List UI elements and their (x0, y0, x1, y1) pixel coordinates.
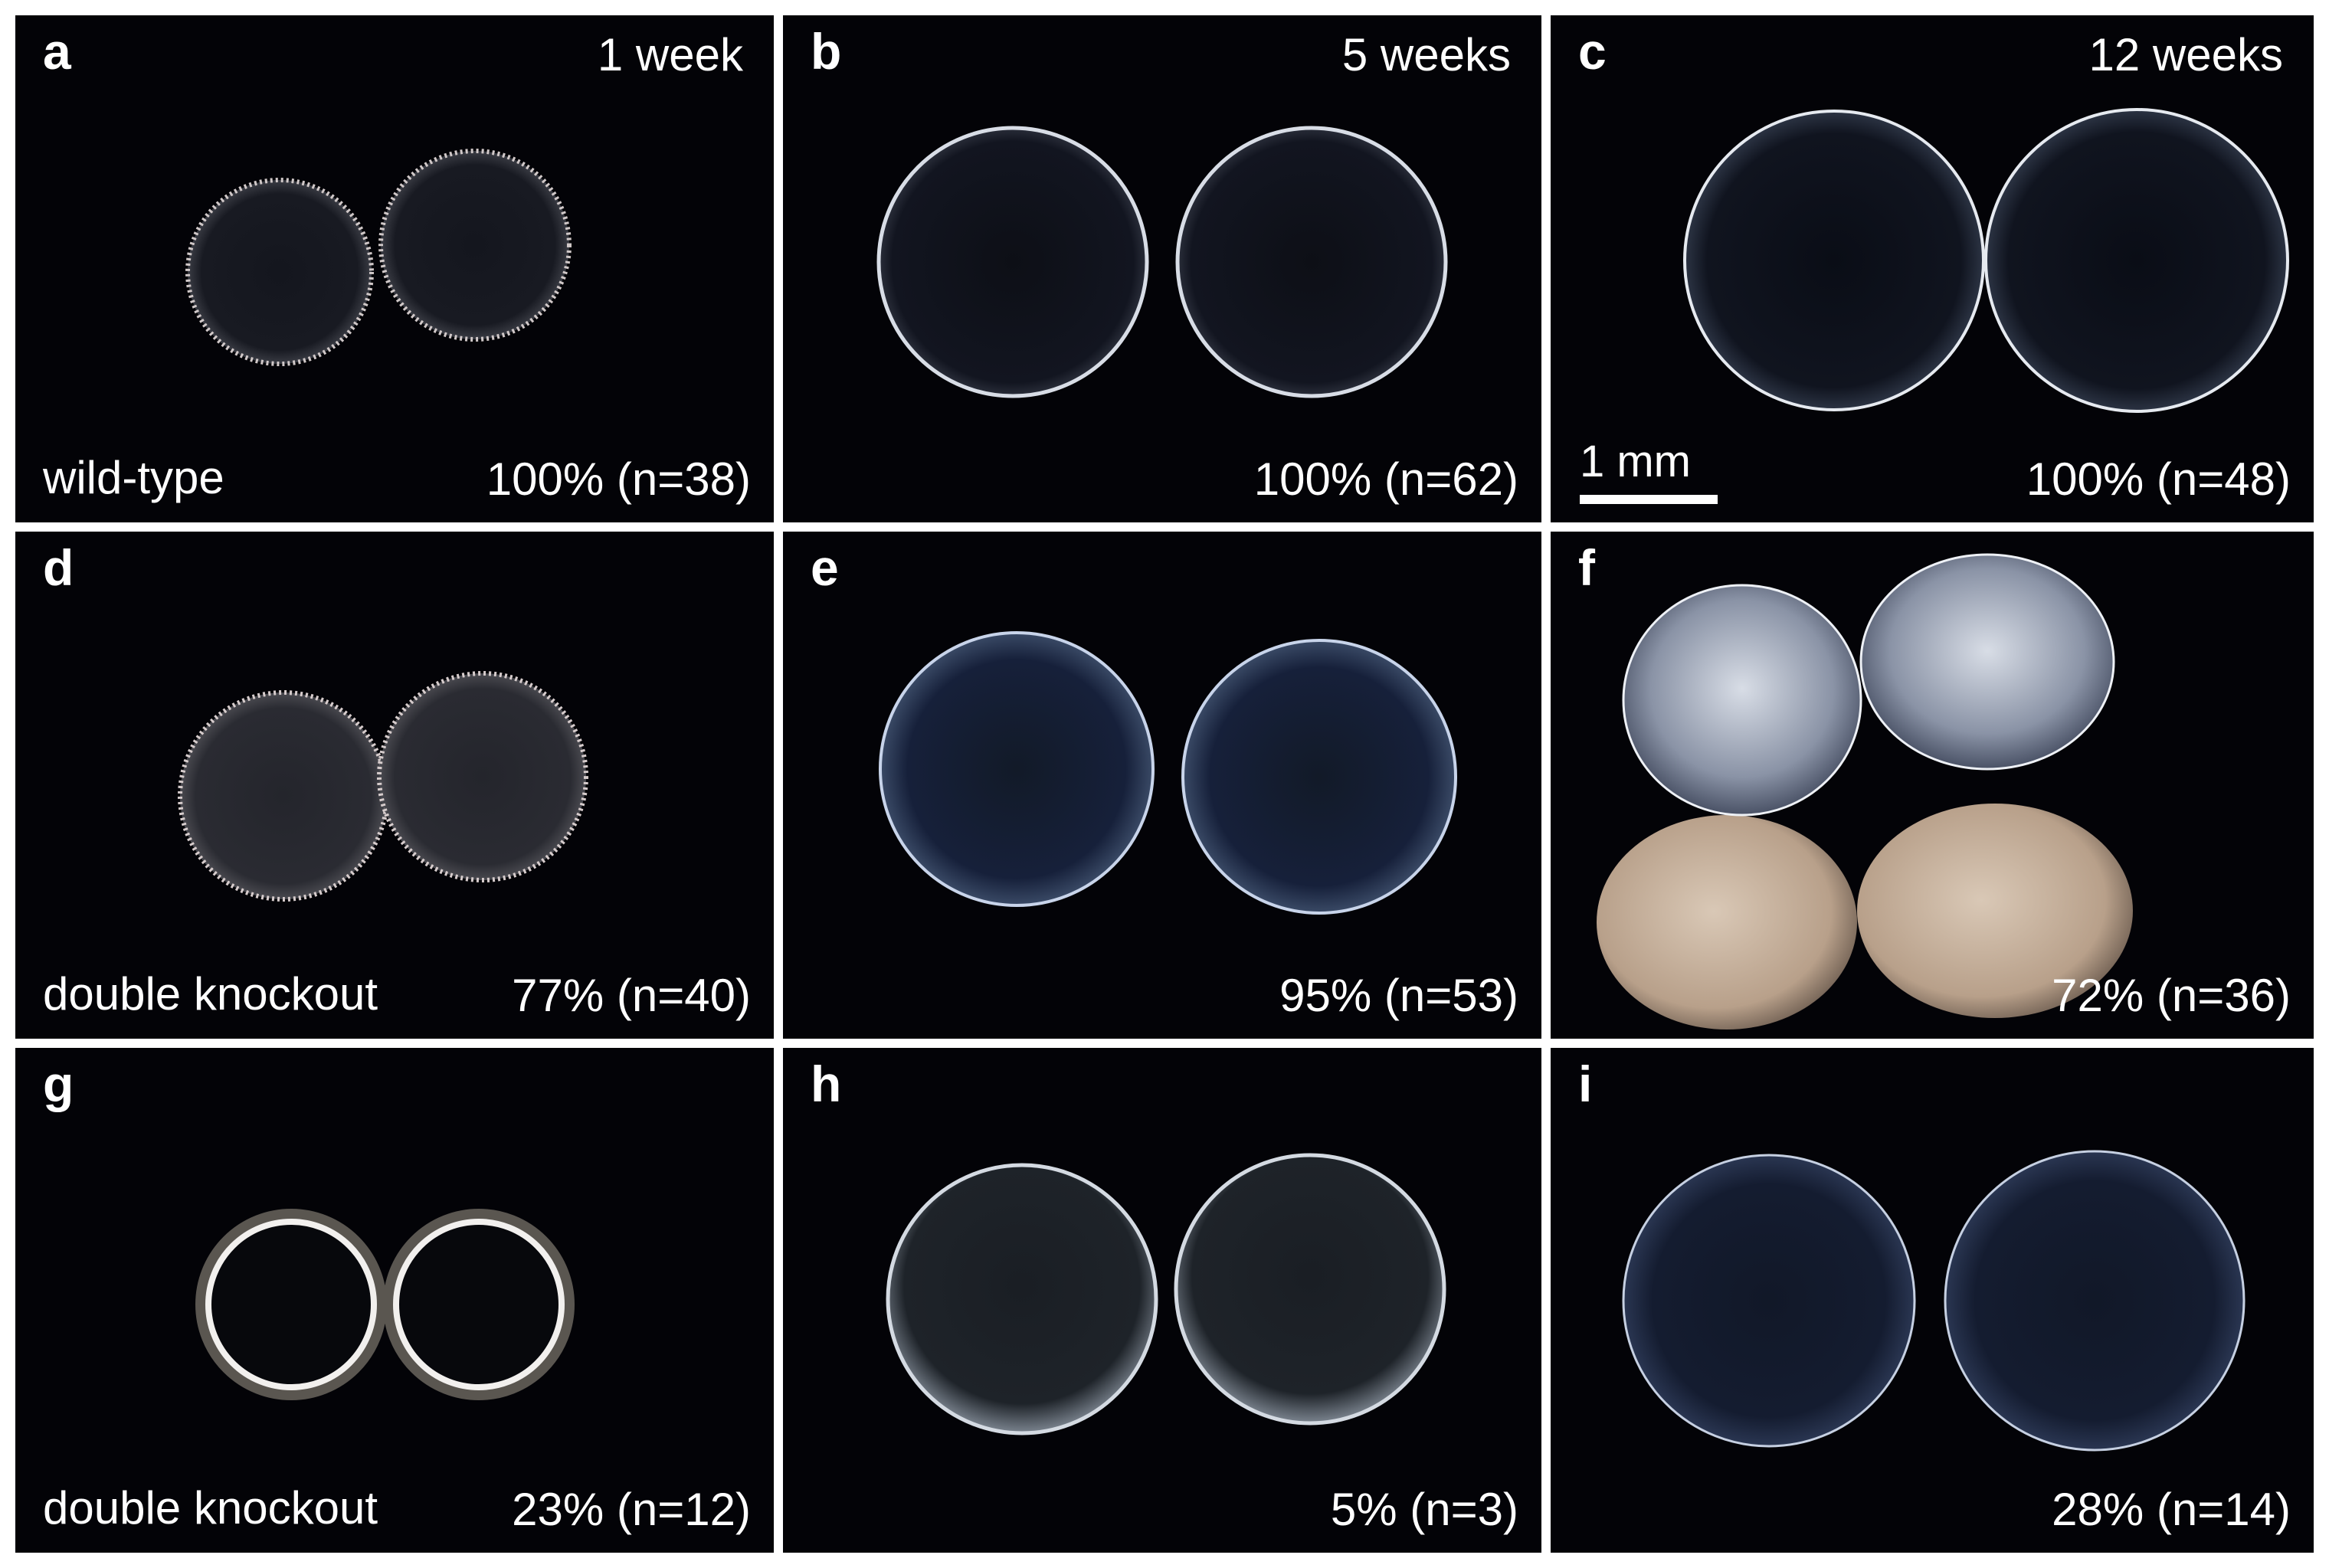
panel-f: f 72% (n=36) (1551, 532, 2314, 1039)
lens-right (1859, 553, 2115, 771)
tissue-right (1857, 804, 2133, 1018)
panel-percent-label: 23% (n=12) (512, 1484, 751, 1535)
panel-f-image (1597, 553, 2133, 1030)
panel-d-image (178, 671, 588, 902)
panel-letter: f (1578, 539, 1595, 596)
panel-c-image (1683, 108, 2289, 413)
scale-bar-label: 1 mm (1580, 437, 1691, 486)
panel-h: h 5% (n=3) (783, 1048, 1541, 1553)
panel-c: c 12 weeks 1 mm 100% (n=48) (1551, 15, 2314, 522)
lens-right (1984, 108, 2289, 413)
panel-b-image (876, 126, 1448, 398)
panel-h-image (886, 1153, 1446, 1435)
panel-g-image (195, 1209, 575, 1400)
lens-left (1622, 1154, 1916, 1448)
panel-percent-label: 72% (n=36) (2052, 970, 2291, 1021)
lens-right (1181, 639, 1457, 915)
lens-left (185, 178, 374, 366)
panel-letter: c (1578, 23, 1607, 80)
lens-right (383, 1209, 575, 1400)
panel-genotype-label: double knockout (43, 968, 378, 1020)
lens-right (377, 671, 588, 882)
panel-letter: g (43, 1056, 74, 1112)
lens-right (378, 149, 572, 342)
lens-left (1683, 110, 1985, 411)
lens-left (876, 126, 1149, 398)
panel-b: b 5 weeks 100% (n=62) (783, 15, 1541, 522)
lens-left (178, 690, 389, 902)
tissue-left (1597, 815, 1857, 1030)
panel-letter: a (43, 23, 71, 80)
lens-left (1622, 584, 1862, 817)
panel-a: a 1 week wild-type 100% (n=38) (15, 15, 774, 522)
panel-time-label: 12 weeks (2088, 29, 2283, 80)
panel-letter: b (811, 23, 842, 80)
panel-e: e 95% (n=53) (783, 532, 1541, 1039)
panel-percent-label: 100% (n=62) (1253, 453, 1518, 505)
panel-percent-label: 100% (n=48) (2026, 453, 2291, 505)
lens-right (1944, 1150, 2245, 1452)
panel-letter: d (43, 539, 74, 596)
panel-i: i 28% (n=14) (1551, 1048, 2314, 1553)
lens-right (1174, 1153, 1446, 1426)
panel-percent-label: 95% (n=53) (1279, 970, 1518, 1021)
scale-bar (1580, 495, 1718, 504)
panel-letter: i (1578, 1056, 1593, 1112)
panel-time-label: 5 weeks (1341, 29, 1511, 80)
panel-letter: h (811, 1056, 842, 1112)
lens-left (879, 631, 1155, 907)
panel-genotype-label: wild-type (43, 452, 224, 503)
panel-letter: e (811, 539, 839, 596)
panel-g: g double knockout 23% (n=12) (15, 1048, 774, 1553)
panel-percent-label: 77% (n=40) (512, 970, 751, 1021)
lens-right-rim (393, 1219, 565, 1390)
panel-genotype-label: double knockout (43, 1482, 378, 1534)
panel-a-image (185, 149, 572, 366)
lens-left-rim (205, 1219, 377, 1390)
lens-left (886, 1163, 1158, 1435)
panel-i-image (1622, 1150, 2245, 1452)
panel-percent-label: 100% (n=38) (486, 453, 751, 505)
panel-time-label: 1 week (597, 29, 743, 80)
panel-percent-label: 28% (n=14) (2052, 1484, 2291, 1535)
panel-percent-label: 5% (n=3) (1330, 1484, 1518, 1535)
panel-d: d double knockout 77% (n=40) (15, 532, 774, 1039)
panel-e-image (879, 631, 1457, 915)
lens-right (1175, 126, 1448, 398)
lens-left (195, 1209, 387, 1400)
